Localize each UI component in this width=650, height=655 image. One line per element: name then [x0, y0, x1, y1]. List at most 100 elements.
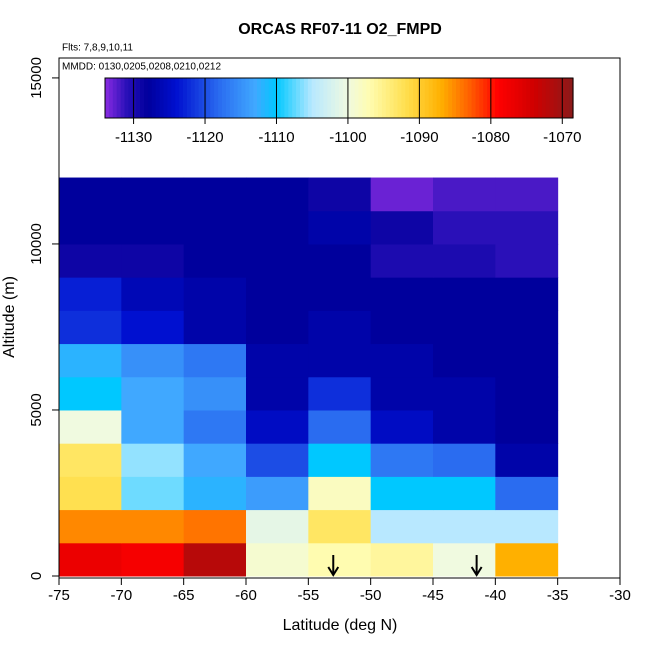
heatmap-cell [59, 177, 122, 212]
subtitle: Flts: 7,8,9,10,11 [62, 43, 133, 54]
heatmap-cell [433, 443, 496, 477]
colorbar-swatch [198, 78, 204, 118]
colorbar-swatch [397, 78, 402, 118]
heatmap-cell [59, 310, 122, 345]
colorbar-tick-label: -1110 [258, 129, 294, 146]
colorbar-swatch [249, 78, 254, 118]
colorbar-swatch [370, 78, 375, 118]
heatmap-cell [59, 210, 122, 245]
colorbar-swatch [420, 78, 426, 118]
x-tick-label: -55 [297, 587, 319, 604]
heatmap-cell [59, 343, 122, 378]
colorbar-swatch [108, 78, 114, 118]
heatmap-cell [121, 542, 185, 577]
heatmap-cell [246, 277, 309, 311]
heatmap-cell [370, 243, 434, 278]
colorbar-swatch [222, 78, 227, 118]
subtitle: MMDD: 0130,0205,0208,0210,0212 [62, 62, 221, 73]
colorbar-swatch [530, 78, 535, 118]
colorbar-swatch [475, 78, 480, 118]
heatmap-cell [433, 310, 496, 345]
heatmap-cell [246, 542, 309, 577]
x-axis-label: Latitude (deg N) [283, 617, 398, 634]
heatmap-cell [183, 509, 247, 544]
x-tick-label: -70 [110, 587, 132, 604]
heatmap-cell [370, 542, 434, 577]
arrow-head [470, 566, 483, 577]
heatmap-cell [121, 177, 185, 212]
colorbar-swatch [491, 78, 496, 118]
heatmap-cell [433, 409, 496, 444]
heatmap-cell [433, 177, 496, 212]
colorbar-swatch [378, 78, 383, 118]
colorbar-swatch [292, 78, 297, 118]
colorbar-swatch [296, 78, 301, 118]
heatmap-cell [121, 277, 185, 311]
heatmap-cell [183, 376, 247, 411]
colorbar-swatch [409, 78, 414, 118]
y-tick-label: 5000 [28, 393, 45, 426]
heatmap-cell [433, 243, 496, 278]
colorbar-swatch [405, 78, 410, 118]
colorbar-swatch [284, 78, 289, 118]
heatmap-cell [370, 376, 434, 411]
heatmap-cell [433, 476, 496, 511]
heatmap-cell [370, 277, 434, 311]
y-tick-label: 15000 [28, 57, 45, 99]
heatmap-cell [246, 310, 309, 345]
colorbar-swatch [444, 78, 449, 118]
colorbar-swatch [467, 78, 473, 118]
colorbar-tick-label: -1130 [115, 129, 152, 146]
colorbar-swatch [393, 78, 399, 118]
colorbar-swatch [229, 78, 235, 118]
colorbar-frame [104, 77, 574, 119]
colorbar-swatch [272, 78, 278, 118]
colorbar-swatch [167, 78, 172, 118]
colorbar-swatch [381, 78, 387, 118]
heatmap-cell [433, 210, 496, 245]
colorbar-swatch [225, 78, 231, 118]
heatmap-cell [59, 277, 122, 311]
heatmap-cell [121, 310, 185, 345]
plot-frame [58, 57, 621, 579]
colorbar-swatch [311, 78, 317, 118]
heatmap-cell [370, 476, 434, 511]
colorbar-swatch [495, 78, 500, 118]
heatmap-cell [308, 210, 372, 245]
colorbar-swatch [463, 78, 469, 118]
arrow-head [327, 566, 340, 577]
heatmap-cell [308, 277, 372, 311]
heatmap-cell [59, 409, 122, 444]
colorbar-swatch [253, 78, 258, 118]
colorbar-swatch [194, 78, 200, 118]
heatmap-cell [59, 243, 122, 278]
heatmap-cell [183, 343, 247, 378]
colorbar-swatch [440, 78, 445, 118]
heatmap-cell [183, 177, 247, 212]
colorbar-swatch [354, 78, 360, 118]
colorbar-swatch [346, 78, 352, 118]
heatmap-cell [308, 542, 372, 577]
colorbar-swatch [136, 78, 141, 118]
colorbar-swatch [452, 78, 457, 118]
colorbar-swatch [374, 78, 379, 118]
heatmap-cell [370, 210, 434, 245]
colorbar-swatch [105, 78, 110, 118]
heatmap-cell [495, 409, 559, 444]
x-tick-label: -60 [235, 587, 257, 604]
heatmap-cell [121, 343, 185, 378]
colorbar-tick-label: -1100 [329, 129, 366, 146]
colorbar-tick-label: -1090 [400, 129, 438, 146]
colorbar-swatch [487, 78, 492, 118]
x-tick-label: -50 [360, 587, 382, 604]
colorbar-swatch [124, 78, 129, 118]
colorbar-swatch [257, 78, 262, 118]
colorbar-swatch [303, 78, 309, 118]
colorbar-swatch [424, 78, 430, 118]
heatmap-cell [433, 376, 496, 411]
colorbar-swatch [140, 78, 145, 118]
colorbar-swatch [518, 78, 523, 118]
colorbar-swatch [432, 78, 438, 118]
heatmap-cell [246, 409, 309, 444]
